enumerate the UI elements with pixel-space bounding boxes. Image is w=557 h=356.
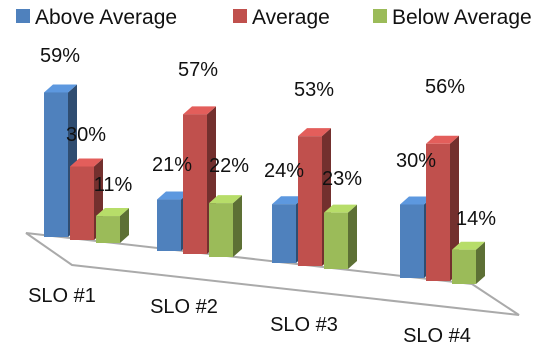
bar-top: [324, 204, 357, 213]
bar-side: [233, 195, 242, 257]
data-label-1-0: 21%: [152, 154, 192, 176]
bar-front: [400, 204, 424, 278]
bar-top: [96, 208, 129, 217]
data-label-2-2: 23%: [322, 168, 362, 190]
legend-swatch-1: [233, 9, 247, 23]
data-label-0-1: 30%: [66, 124, 106, 146]
category-label-3: SLO #4: [403, 325, 471, 347]
bar-side: [450, 135, 459, 281]
bar-side: [476, 241, 485, 284]
category-label-2: SLO #3: [270, 314, 338, 336]
bar-top: [452, 241, 485, 250]
legend-label-2: Below Average: [392, 6, 532, 29]
bar-side: [348, 204, 357, 269]
bar-top: [272, 196, 305, 205]
bar-front: [183, 114, 207, 254]
legend: Above Average Average Below Average: [16, 6, 532, 29]
bar-0-2: [96, 208, 129, 243]
bar-1-2: [209, 195, 242, 257]
bar-side: [120, 208, 129, 243]
bar-top: [209, 195, 242, 204]
legend-label-0: Above Average: [35, 6, 177, 29]
bar-3-2: [452, 241, 485, 284]
bar-front: [209, 203, 233, 257]
data-label-3-2: 14%: [456, 208, 496, 230]
bar-top: [44, 84, 77, 93]
bar-2-2: [324, 204, 357, 269]
data-label-1-1: 57%: [178, 59, 218, 81]
bar-3-1: [426, 135, 459, 281]
bars-group: [44, 84, 485, 284]
bar-front: [426, 143, 450, 281]
data-label-3-1: 56%: [425, 76, 465, 98]
data-label-2-1: 53%: [294, 79, 334, 101]
legend-label-1: Average: [252, 6, 330, 29]
bar-front: [272, 204, 296, 263]
bar-front: [324, 212, 348, 269]
data-labels-group: 59% 30% 11% 21% 57% 22% 24% 53% 23% 30% 56% 14%: [40, 45, 496, 230]
bar-front: [452, 249, 476, 284]
data-label-0-2: 11%: [94, 174, 133, 196]
bar-front: [96, 216, 120, 243]
bar-front: [157, 199, 181, 251]
bar-front: [298, 136, 322, 266]
data-label-0-0: 59%: [40, 45, 80, 67]
category-label-0: SLO #1: [28, 285, 96, 307]
bar-front: [44, 92, 68, 237]
bar-top: [157, 191, 190, 200]
bar-front: [70, 166, 94, 240]
data-label-3-0: 30%: [396, 150, 436, 172]
bar-top: [70, 158, 103, 167]
legend-swatch-0: [16, 9, 30, 23]
category-label-1: SLO #2: [150, 296, 218, 318]
chart-floor: [25, 232, 520, 316]
bar-top: [426, 135, 459, 144]
category-labels-group: SLO #1 SLO #2 SLO #3 SLO #4: [28, 285, 471, 347]
bar-top: [183, 106, 216, 115]
bar-top: [298, 128, 331, 137]
data-label-2-0: 24%: [264, 160, 304, 182]
bar-top: [400, 196, 433, 205]
legend-swatch-2: [373, 9, 387, 23]
data-label-1-2: 22%: [209, 155, 249, 177]
